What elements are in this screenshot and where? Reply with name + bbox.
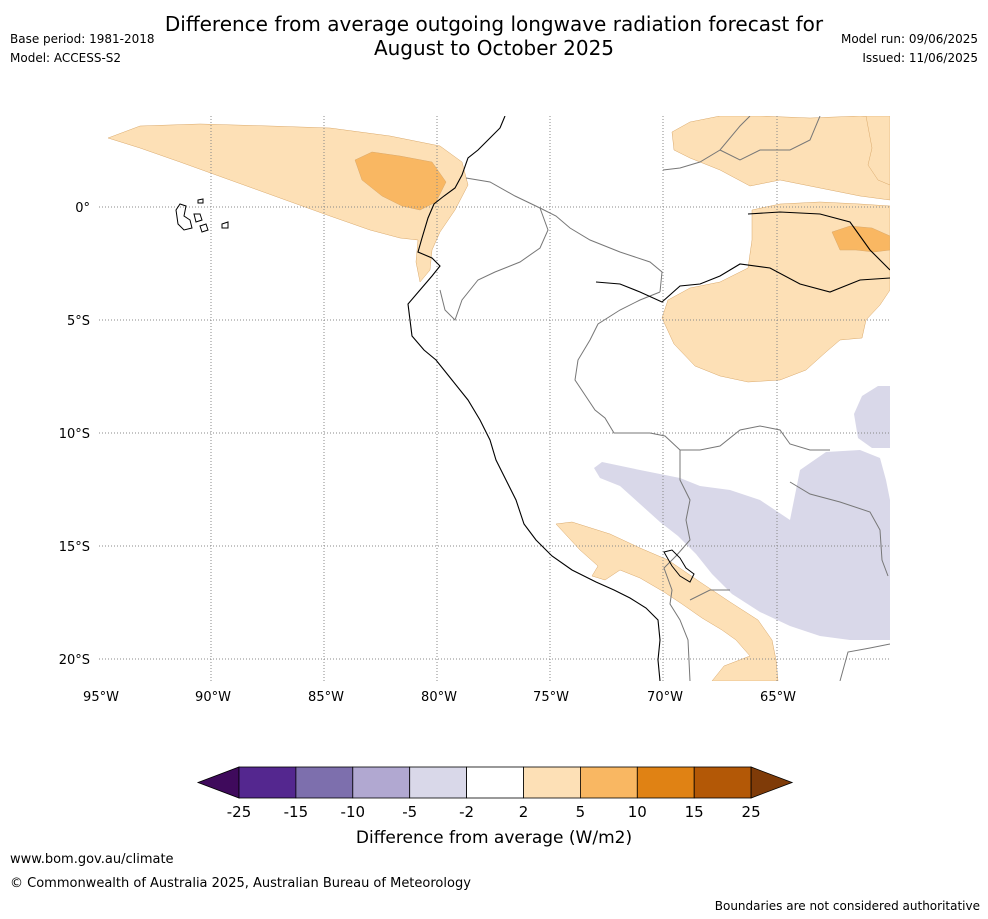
positive-anomaly-north-amazon [671, 116, 890, 201]
colorbar-tick-label: -10 [341, 803, 366, 821]
lat-label: 0° [75, 201, 90, 216]
lon-label: 90°W [195, 690, 231, 705]
lat-label: 20°S [59, 653, 90, 668]
colorbar-tick-label: 2 [519, 803, 529, 821]
lon-label: 80°W [421, 690, 457, 705]
coastline [407, 116, 890, 681]
longitude-labels: 95°W 90°W 85°W 80°W 75°W 70°W 65°W [83, 690, 796, 705]
colorbar-segment [580, 766, 638, 799]
galapagos-islands [175, 198, 229, 233]
colorbar-segment [238, 766, 297, 799]
negative-anomaly-bolivia [594, 450, 890, 640]
negative-anomaly-brazil-east [854, 386, 890, 448]
copyright-text: © Commonwealth of Australia 2025, Austra… [10, 876, 471, 891]
lat-label: 5°S [67, 314, 90, 329]
lat-label: 10°S [59, 427, 90, 442]
lon-label: 70°W [647, 690, 683, 705]
colorbar-segment [466, 766, 524, 799]
lake-titicaca [663, 549, 695, 583]
colorbar-tick-label: 5 [576, 803, 586, 821]
base-period-label: Base period: 1981-2018 [10, 32, 155, 46]
colorbar-title: Difference from average (W/m2) [356, 828, 632, 848]
colorbar-segment [352, 766, 411, 799]
colorbar-tick-label: 15 [685, 803, 704, 821]
lat-label: 15°S [59, 540, 90, 555]
disclaimer-text: Boundaries are not considered authoritat… [714, 899, 980, 913]
colorbar-tick-label: -15 [284, 803, 309, 821]
website-link[interactable]: www.bom.gov.au/climate [10, 852, 174, 867]
positive-anomaly-top-right [865, 116, 890, 186]
colorbar-segment [409, 766, 468, 799]
colorbar-tick-label: -25 [227, 803, 252, 821]
lon-label: 75°W [533, 690, 569, 705]
issued-label: Issued: 11/06/2025 [862, 51, 978, 65]
colorbar-tick-label: 25 [742, 803, 761, 821]
lon-label: 95°W [83, 690, 119, 705]
colorbar-segment [693, 766, 752, 799]
lon-label: 85°W [308, 690, 344, 705]
colorbar-extend-high [750, 766, 794, 799]
latitude-labels: 0° 5°S 10°S 15°S 20°S [59, 201, 90, 668]
lon-label: 65°W [760, 690, 796, 705]
title-line-2: August to October 2025 [373, 36, 615, 60]
positive-anomaly-amazon-core [831, 225, 890, 253]
model-label: Model: ACCESS-S2 [10, 51, 122, 65]
colorbar-segment [523, 766, 581, 799]
colorbar: -25 -15 -10 -5 -2 2 5 10 15 25 [196, 766, 794, 821]
title-line-1: Difference from average outgoing longwav… [164, 12, 824, 36]
positive-anomaly-amazon [661, 201, 890, 383]
colorbar-tick-label: -5 [402, 803, 417, 821]
colorbar-segment [636, 766, 695, 799]
graticule [99, 116, 890, 681]
anomaly-map [99, 116, 890, 681]
model-run-label: Model run: 09/06/2025 [840, 32, 978, 46]
colorbar-segment [295, 766, 354, 799]
colorbar-extend-low [196, 766, 240, 799]
positive-anomaly-andes [555, 521, 779, 681]
page-title: Difference from average outgoing longwav… [0, 12, 988, 60]
colorbar-tick-label: -2 [459, 803, 474, 821]
colorbar-tick-label: 10 [628, 803, 647, 821]
